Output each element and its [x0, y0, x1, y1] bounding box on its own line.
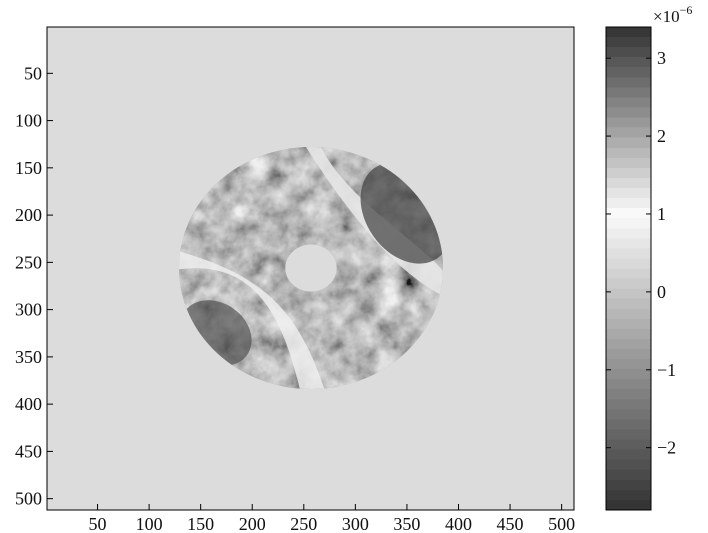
y-tick-label: 450	[15, 441, 42, 461]
plot-frame	[46, 26, 575, 511]
colorbar-tick-label: 0	[657, 282, 666, 302]
x-tick-label: 300	[342, 514, 369, 533]
y-tick-label: 300	[15, 300, 42, 320]
plot-background	[47, 27, 574, 510]
y-tick-label: 350	[15, 347, 42, 367]
colorbar-exponent: ×10−6	[653, 3, 692, 26]
y-axis: 50 100 150 200 250 300 350 400 450 500	[15, 63, 53, 509]
x-tick-label: 250	[290, 514, 317, 533]
y-tick-label: 400	[15, 394, 42, 414]
colorbar-exponent-power: −6	[680, 3, 693, 17]
x-tick-label: 450	[497, 514, 524, 533]
x-tick-label: 100	[136, 514, 163, 533]
colorbar-exponent-base: ×10	[653, 7, 680, 26]
colorbar-tick-label: −2	[657, 438, 676, 458]
x-tick-label: 50	[89, 514, 107, 533]
colorbar-tick-label: −1	[657, 360, 676, 380]
x-axis: 50 100 150 200 250 300 350 400 450 500	[89, 504, 575, 533]
x-tick-label: 200	[239, 514, 266, 533]
y-tick-label: 150	[15, 158, 42, 178]
x-tick-label: 350	[393, 514, 420, 533]
x-tick-label: 150	[187, 514, 214, 533]
colorbar-tick-label: 1	[657, 204, 666, 224]
colorbar-gradient	[605, 26, 652, 511]
colorbar-tick-label: 2	[657, 126, 666, 146]
colorbar-ticks: 3 2 1 0 −1 −2	[606, 48, 676, 458]
y-tick-label: 200	[15, 205, 42, 225]
y-tick-label: 500	[15, 489, 42, 509]
x-tick-label: 400	[445, 514, 472, 533]
y-tick-label: 100	[15, 111, 42, 131]
heatmap-plot: 50 100 150 200 250 300 350 400 450 500 50 100 150 20…	[15, 26, 575, 533]
colorbar-tick-label: 3	[657, 48, 666, 68]
y-tick-label: 250	[15, 252, 42, 272]
x-tick-label: 500	[548, 514, 575, 533]
colorbar: 3 2 1 0 −1 −2 ×10−6	[605, 3, 692, 511]
y-tick-label: 50	[24, 63, 42, 83]
